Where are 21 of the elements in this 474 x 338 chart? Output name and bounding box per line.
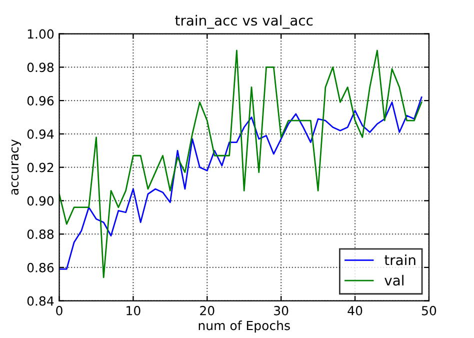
y-tick-label: 1.00 [28,29,54,39]
legend-label: val [384,274,404,286]
y-tick-label: 0.84 [27,296,54,306]
x-tick-label: 10 [126,306,140,316]
line-series [59,96,422,270]
y-axis-title: accuracy [11,139,21,195]
chart-title: train_acc vs val_acc [175,14,313,29]
legend-label: train [384,254,416,266]
x-tick-label: 30 [274,306,288,316]
y-tick-label: 0.94 [27,129,54,139]
y-tick-label: 0.96 [27,96,54,106]
y-tick-label: 0.86 [27,262,54,272]
y-tick-label: 0.88 [27,230,54,239]
x-tick-label: 50 [422,306,436,316]
x-tick-label: 0 [56,306,62,316]
x-tick-label: 40 [348,306,362,316]
y-tick-label: 0.90 [27,196,54,206]
x-tick-label: 20 [200,306,214,316]
y-tick-label: 0.92 [27,162,54,172]
y-tick-label: 0.98 [27,62,54,72]
x-axis-title: num of Epochs [198,320,290,333]
